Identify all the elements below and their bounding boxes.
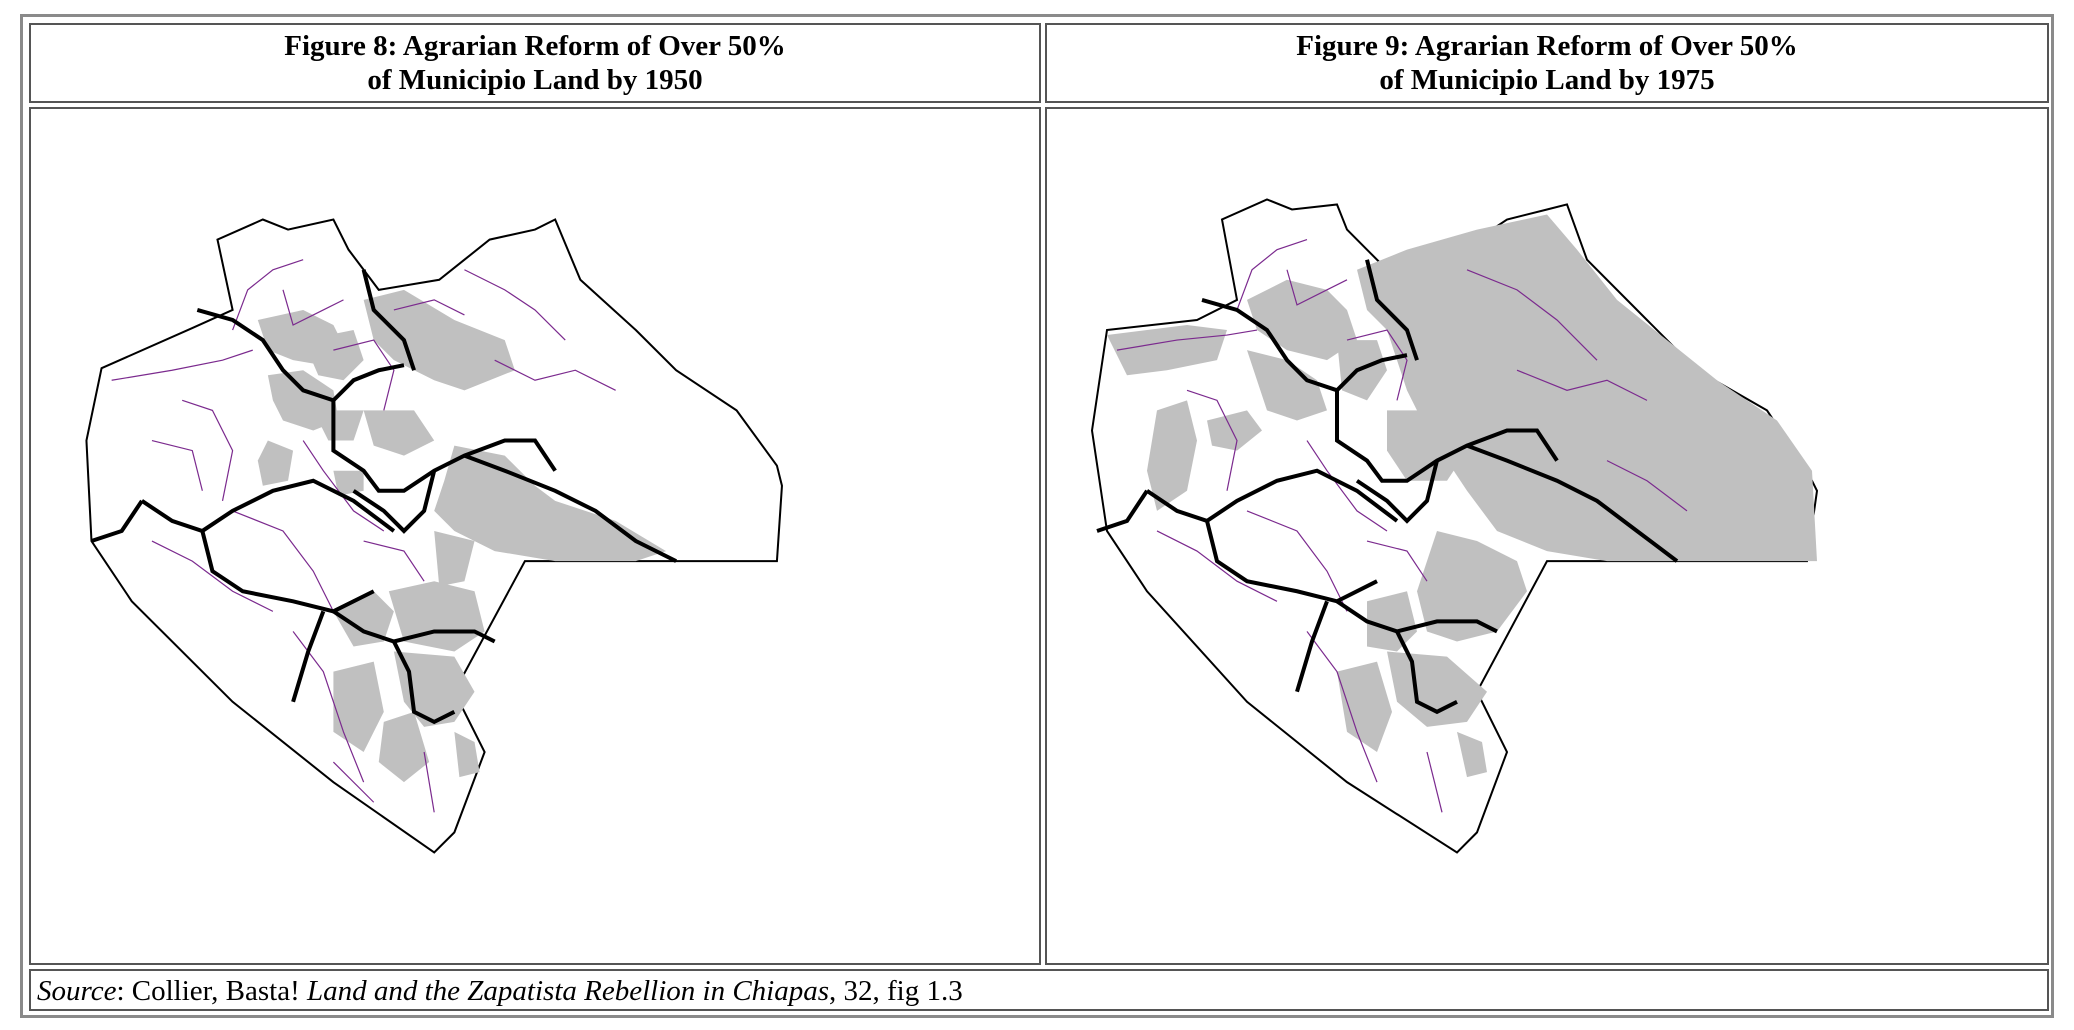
state-outline: [85, 218, 783, 854]
figure-9-map-cell: [1045, 107, 2049, 965]
figure-8-map: [85, 218, 783, 854]
figure-9-map: [1090, 198, 1819, 854]
source-author: Collier, Basta!: [131, 975, 307, 1007]
source-book-title: Land and the Zapatista Rebellion in Chia…: [306, 975, 829, 1007]
figure-9-title-cell: Figure 9: Agrarian Reform of Over 50% of…: [1045, 23, 2049, 103]
source-cell: Source: Collier, Basta! Land and the Zap…: [29, 969, 2049, 1011]
source-separator: :: [116, 975, 132, 1007]
region-borders: [1096, 259, 1679, 715]
shaded-municipios: [1107, 214, 1817, 778]
figure-9-title-line1: Figure 9: Agrarian Reform of Over 50%: [1296, 30, 1798, 62]
region-borders: [90, 269, 678, 725]
municipio-borders: [111, 259, 616, 813]
figure-table: Figure 8: Agrarian Reform of Over 50% of…: [20, 14, 2054, 1018]
source-page-ref: , 32, fig 1.3: [829, 975, 963, 1007]
figure-9-title-line2: of Municipio Land by 1975: [1379, 64, 1715, 96]
figure-8-title-cell: Figure 8: Agrarian Reform of Over 50% of…: [29, 23, 1041, 103]
source-label: Source: [37, 975, 117, 1007]
municipio-borders: [1116, 239, 1688, 813]
figure-8-title-line1: Figure 8: Agrarian Reform of Over 50%: [284, 30, 786, 62]
shaded-municipios: [257, 289, 667, 783]
figure-8-title-line2: of Municipio Land by 1950: [367, 64, 703, 96]
figure-8-map-cell: [29, 107, 1041, 965]
